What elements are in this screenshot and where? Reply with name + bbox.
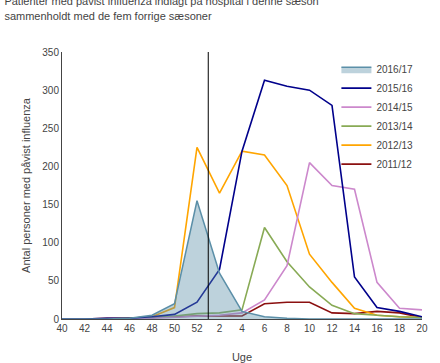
- svg-text:300: 300: [42, 85, 59, 96]
- svg-text:350: 350: [42, 47, 59, 58]
- svg-text:2016/17: 2016/17: [376, 64, 413, 75]
- svg-text:2014/15: 2014/15: [376, 102, 413, 113]
- svg-text:14: 14: [349, 323, 361, 334]
- svg-text:Patienter med påvist influenza: Patienter med påvist influenza indlagt p…: [4, 0, 318, 22]
- svg-text:10: 10: [304, 323, 316, 334]
- svg-text:Uge: Uge: [232, 351, 252, 363]
- svg-text:Antal personer med påvist infl: Antal personer med påvist influenza: [20, 97, 32, 273]
- svg-text:2013/14: 2013/14: [376, 121, 413, 132]
- svg-text:4: 4: [239, 323, 245, 334]
- svg-text:2: 2: [217, 323, 223, 334]
- svg-text:50: 50: [169, 323, 181, 334]
- svg-text:48: 48: [146, 323, 158, 334]
- svg-text:2012/13: 2012/13: [376, 140, 413, 151]
- svg-text:52: 52: [191, 323, 203, 334]
- svg-text:100: 100: [42, 237, 59, 248]
- svg-text:200: 200: [42, 161, 59, 172]
- svg-text:250: 250: [42, 123, 59, 134]
- svg-text:40: 40: [56, 323, 68, 334]
- svg-text:20: 20: [416, 323, 428, 334]
- svg-text:16: 16: [371, 323, 383, 334]
- svg-text:150: 150: [42, 199, 59, 210]
- svg-text:18: 18: [394, 323, 406, 334]
- svg-text:50: 50: [48, 275, 60, 286]
- svg-text:42: 42: [79, 323, 91, 334]
- svg-text:44: 44: [101, 323, 113, 334]
- svg-text:8: 8: [284, 323, 290, 334]
- svg-text:2015/16: 2015/16: [376, 83, 413, 94]
- svg-text:0: 0: [53, 314, 59, 325]
- svg-text:2011/12: 2011/12: [376, 159, 412, 170]
- svg-text:6: 6: [262, 323, 268, 334]
- svg-text:12: 12: [326, 323, 338, 334]
- svg-text:46: 46: [124, 323, 136, 334]
